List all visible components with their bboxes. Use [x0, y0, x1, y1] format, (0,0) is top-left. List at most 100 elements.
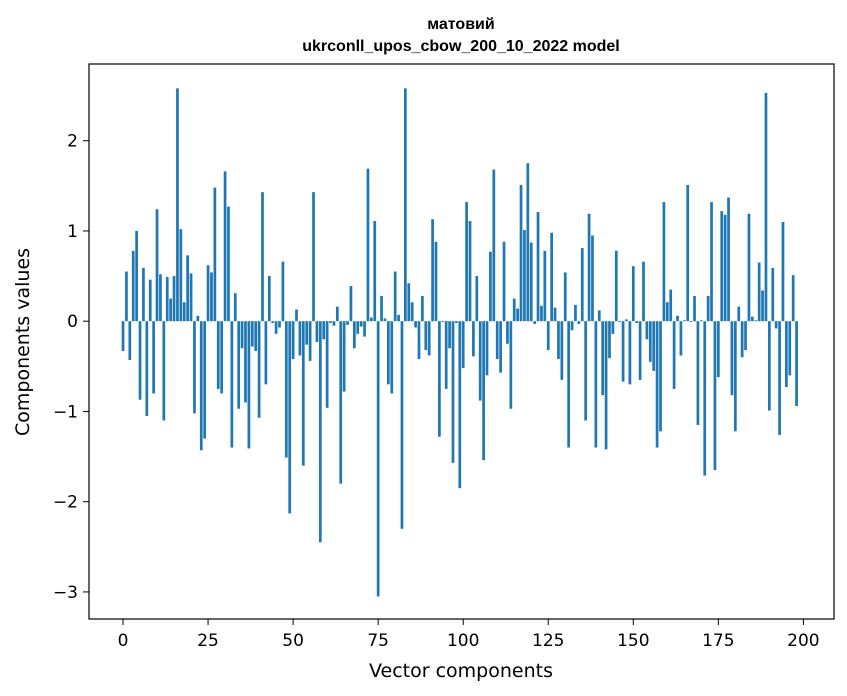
bar: [703, 321, 707, 476]
bar: [444, 321, 448, 389]
bar: [574, 304, 577, 322]
bar: [352, 321, 356, 349]
x-tick-label: 150: [617, 631, 649, 651]
bar: [376, 321, 380, 597]
y-tick-label: −3: [53, 583, 78, 603]
bar: [155, 209, 159, 322]
bar: [414, 321, 417, 328]
bar: [563, 272, 567, 322]
bar: [308, 321, 312, 361]
x-axis-ticks: 0 25 50 75 100 125 150 175 200: [118, 619, 820, 651]
bar: [751, 316, 754, 322]
bar: [747, 213, 751, 322]
bar: [172, 276, 176, 322]
bar: [604, 321, 608, 450]
bar: [257, 321, 261, 418]
x-tick-label: 200: [787, 631, 819, 651]
bar: [631, 266, 635, 322]
bar: [318, 321, 322, 543]
y-axis-ticks: −3 −2 −1 0 1 2: [53, 132, 89, 603]
bar: [693, 295, 696, 322]
bar: [621, 321, 625, 382]
bar: [189, 273, 193, 322]
bar: [499, 321, 502, 373]
bar: [410, 302, 414, 322]
bar: [659, 321, 662, 432]
bar: [295, 309, 298, 322]
bar: [495, 321, 499, 360]
bar: [383, 318, 387, 322]
bar: [359, 321, 363, 327]
bar: [281, 261, 285, 322]
bar: [159, 274, 162, 322]
bar: [672, 321, 676, 389]
bar: [407, 283, 411, 322]
bar: [591, 235, 594, 322]
bar: [757, 262, 761, 322]
bar: [468, 221, 472, 322]
bar: [176, 88, 179, 322]
bar: [247, 321, 251, 449]
y-tick-label: 0: [67, 312, 78, 332]
bar: [737, 306, 741, 322]
bar: [363, 321, 366, 337]
bar: [577, 321, 581, 324]
bar: [482, 321, 485, 461]
bar: [676, 315, 679, 322]
bar: [536, 212, 540, 322]
bar: [213, 187, 217, 322]
bar: [291, 321, 295, 360]
bar: [553, 307, 557, 322]
bar: [342, 321, 346, 392]
bar: [369, 317, 373, 322]
x-tick-label: 75: [367, 631, 389, 651]
bar: [434, 241, 438, 322]
bar: [506, 321, 509, 344]
bar: [145, 321, 149, 416]
bar: [458, 321, 462, 489]
bar: [169, 298, 172, 322]
bar: [580, 248, 584, 322]
bar: [638, 321, 642, 380]
bar: [628, 321, 632, 385]
bar: [723, 214, 727, 322]
bar: [210, 272, 213, 322]
bar: [237, 321, 241, 409]
bar: [387, 321, 390, 385]
bar: [227, 206, 230, 322]
bar: [264, 321, 268, 385]
y-tick-label: −1: [53, 402, 78, 422]
bar: [179, 229, 183, 322]
bar: [138, 321, 142, 400]
bar: [380, 295, 383, 322]
bar: [390, 321, 394, 394]
bar: [335, 306, 339, 322]
bar: [696, 321, 700, 425]
bar: [448, 321, 451, 349]
bar: [455, 321, 458, 323]
bar: [509, 321, 513, 409]
bar: [125, 271, 128, 322]
bar: [274, 321, 278, 334]
bar: [233, 293, 237, 322]
bar: [427, 321, 431, 356]
bar: [546, 321, 550, 351]
bar: [533, 321, 536, 324]
bar: [393, 271, 397, 322]
bar: [186, 255, 190, 322]
bar: [713, 321, 717, 471]
bar: [560, 321, 564, 380]
x-tick-label: 125: [532, 631, 564, 651]
bar: [720, 211, 724, 322]
bar: [744, 321, 747, 351]
bar: [774, 321, 778, 329]
bar: [665, 302, 669, 322]
bar: [557, 321, 560, 360]
bar: [475, 276, 479, 322]
bar: [267, 276, 271, 322]
chart-title-line2: ukrconll_upos_cbow_200_10_2022 model: [302, 38, 619, 55]
bar: [230, 321, 234, 448]
y-tick-label: 1: [67, 222, 78, 242]
bar: [421, 295, 424, 322]
